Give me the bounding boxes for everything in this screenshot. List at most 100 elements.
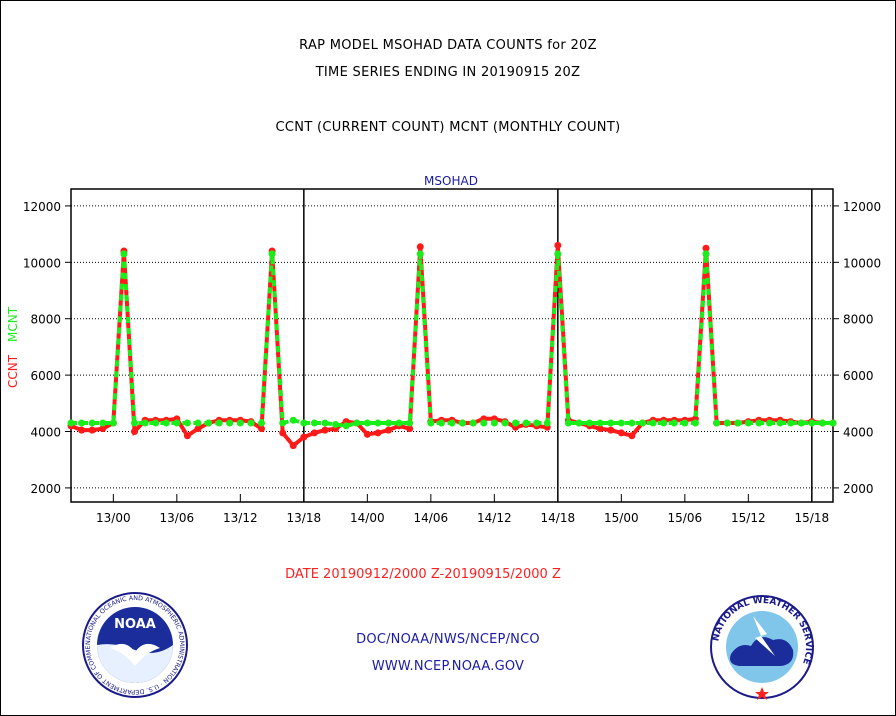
data-point-mcnt [501,419,509,427]
data-point-mcnt [787,419,795,427]
noaa-logo: NOAA NATIONAL OCEANIC AND ATMOSPHERIC AD… [80,590,188,698]
data-point-ccnt [702,244,710,252]
data-point-mcnt [723,419,731,427]
data-point-mcnt [67,419,75,427]
data-point-mcnt [385,419,392,427]
data-point-mcnt [152,419,160,427]
data-point-mcnt [533,419,541,427]
data-point-mcnt [289,416,297,424]
data-point-mcnt [691,419,699,427]
chart-title-line1: RAP MODEL MSOHAD DATA COUNTS for 20Z [299,38,597,53]
data-point-mcnt [586,419,594,427]
data-point-mcnt [427,419,435,427]
data-point-mcnt [120,250,128,258]
x-tick-label: 14/00 [350,511,385,525]
data-point-ccnt [131,428,138,436]
y-tick-label-left: 2000 [30,482,61,496]
data-point-mcnt [310,419,318,427]
data-point-mcnt [459,419,467,427]
data-point-mcnt [141,419,149,427]
data-point-mcnt [416,250,424,258]
data-point-mcnt [766,419,773,427]
y-tick-label-right: 10000 [843,256,881,270]
y-tick-label-right: 6000 [843,369,874,383]
star-icon [755,687,769,700]
y-tick-label-left: 4000 [30,426,61,440]
footer-agency: DOC/NOAA/NWS/NCEP/NCO [356,632,540,647]
data-point-mcnt [395,419,403,427]
data-point-mcnt [543,419,551,427]
x-tick-label: 13/06 [160,511,195,525]
data-point-mcnt [490,419,498,427]
data-point-mcnt [617,419,625,427]
y-axis-label-ccnt: CCNT [6,354,20,388]
data-point-ccnt [88,426,96,434]
data-point-mcnt [215,419,223,427]
data-point-mcnt [808,419,816,427]
data-point-mcnt [649,419,657,427]
data-point-mcnt [226,419,234,427]
y-axis-label-mcnt: MCNT [6,306,20,342]
nws-logo: NATIONAL WEATHER SERVICE [710,595,814,700]
data-point-mcnt [88,419,96,427]
data-point-ccnt [321,426,329,434]
x-axis-label: DATE 20190912/2000 Z-20190915/2000 Z [285,567,561,582]
chart-title-line2: TIME SERIES ENDING IN 20190915 20Z [315,65,581,80]
data-point-ccnt [617,429,625,437]
data-point-mcnt [829,419,837,427]
x-tick-label: 14/18 [541,511,576,525]
time-series-chart: MSOHAD CCNT MCNT DATE 20190912/2000 Z-20… [6,174,881,582]
data-point-ccnt [607,426,615,434]
x-tick-label: 15/18 [795,511,830,525]
data-point-mcnt [818,419,826,427]
data-point-ccnt [300,433,308,441]
data-point-mcnt [660,419,668,427]
data-point-mcnt [374,419,382,427]
chart-subtitle: CCNT (CURRENT COUNT) MCNT (MONTHLY COUNT… [275,120,621,135]
data-point-mcnt [247,419,255,427]
data-point-mcnt [268,250,276,258]
data-point-ccnt [596,425,604,433]
data-point-mcnt [713,419,721,427]
y-tick-label-left: 10000 [23,256,61,270]
footer-website[interactable]: WWW.NCEP.NOAA.GOV [371,659,525,674]
data-point-mcnt [99,419,107,427]
data-point-ccnt [363,430,371,438]
data-point-ccnt [279,429,287,437]
data-point-mcnt [639,419,646,427]
data-point-mcnt [321,419,329,427]
data-point-mcnt [363,419,371,427]
x-tick-label: 13/00 [96,511,131,525]
data-point-mcnt [131,419,138,427]
y-tick-label-right: 4000 [843,426,874,440]
data-point-mcnt [469,419,477,427]
data-point-mcnt [797,419,805,427]
data-point-mcnt [596,419,604,427]
data-point-mcnt [480,419,488,427]
data-point-ccnt [554,241,562,249]
data-point-mcnt [628,419,636,427]
data-point-mcnt [437,419,445,427]
data-point-ccnt [416,243,424,251]
data-point-ccnt [385,426,392,434]
data-point-mcnt [702,250,710,258]
data-point-mcnt [353,419,361,427]
data-point-mcnt [406,419,414,427]
data-point-mcnt [332,420,340,428]
x-tick-label: 14/06 [414,511,449,525]
x-tick-label: 15/00 [604,511,639,525]
data-point-ccnt [374,429,382,437]
data-point-mcnt [564,419,572,427]
data-point-ccnt [183,432,191,440]
noaa-logo-text: NOAA [114,617,156,632]
data-point-ccnt [310,429,318,437]
data-point-mcnt [109,419,117,427]
x-tick-label: 14/12 [477,511,512,525]
data-point-ccnt [406,425,414,433]
y-tick-label-right: 12000 [843,200,881,214]
y-axis-label: CCNT MCNT [6,306,20,388]
series-line-ccnt [70,245,833,449]
data-point-mcnt [205,419,213,427]
plot-area [70,188,834,503]
y-tick-label-left: 8000 [30,313,61,327]
